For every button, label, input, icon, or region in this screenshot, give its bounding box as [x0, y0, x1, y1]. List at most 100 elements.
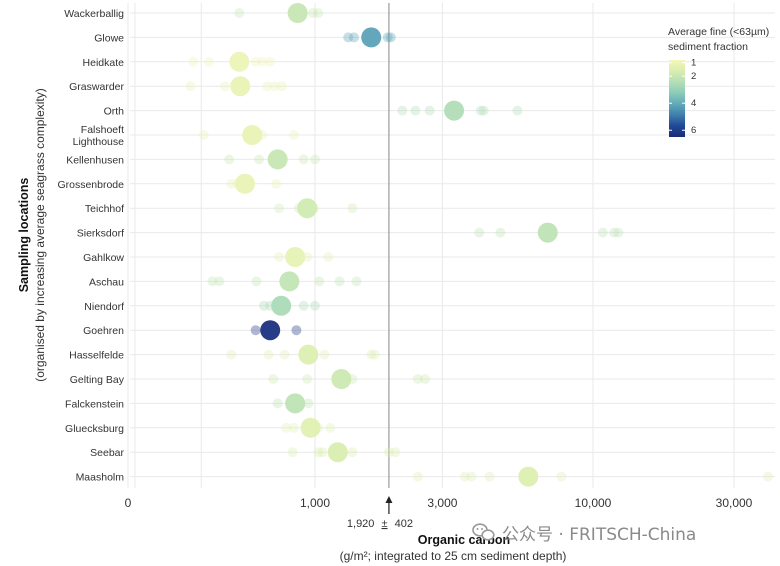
sample-point	[226, 349, 237, 360]
sample-point	[250, 56, 261, 67]
mean-point	[537, 222, 558, 243]
mean-points	[229, 3, 558, 487]
location-label: Goehren	[83, 325, 124, 337]
reference-arrow-head	[385, 496, 393, 503]
sample-point	[366, 349, 377, 360]
sample-point	[265, 56, 276, 67]
sample-point	[310, 300, 320, 311]
sample-point	[288, 422, 299, 433]
mean-point	[271, 295, 292, 316]
legend-colorbar	[669, 60, 685, 137]
location-label: Gahlkow	[83, 252, 124, 264]
sample-point	[276, 81, 287, 92]
sample-point	[484, 471, 495, 482]
mean-point	[229, 51, 250, 72]
location-label: Sierksdorf	[77, 228, 124, 240]
x-tick-label: 3,000	[427, 496, 457, 510]
mean-point	[267, 149, 288, 170]
sample-point	[250, 325, 261, 336]
sample-point	[214, 276, 225, 287]
sample-point	[303, 398, 314, 409]
location-label: Glowe	[94, 32, 124, 44]
location-label: Maasholm	[76, 472, 125, 484]
location-label: Graswarder	[69, 81, 124, 93]
sample-point	[478, 105, 489, 116]
sample-point	[198, 130, 209, 140]
reference-annotation: 1,920 ± 402	[347, 496, 413, 530]
sample-point	[420, 374, 431, 384]
sample-point	[347, 203, 358, 214]
mean-point	[260, 320, 281, 341]
sample-point	[313, 447, 324, 458]
sample-point	[317, 447, 328, 458]
sample-points	[185, 8, 773, 482]
sample-point	[185, 81, 196, 92]
sample-point	[219, 81, 230, 92]
gridlines	[127, 3, 775, 488]
sample-point	[313, 8, 324, 18]
reference-label: 1,920 ± 402	[347, 518, 413, 530]
sample-point	[390, 447, 401, 458]
sample-point	[274, 203, 285, 214]
legend-tick-label: 6	[691, 125, 696, 136]
location-label: Teichhof	[85, 203, 124, 215]
location-label: Heidkate	[83, 57, 125, 69]
sample-point	[257, 56, 268, 67]
sample-point	[287, 447, 298, 458]
sample-point	[348, 32, 359, 43]
mean-point	[230, 76, 251, 97]
mean-point	[518, 466, 539, 487]
legend-tick-label: 2	[691, 71, 696, 82]
sample-point	[263, 349, 274, 360]
location-label: Niendorf	[84, 301, 124, 313]
legend-title-line1: Average fine (<63µm)	[668, 26, 769, 38]
y-axis-title: Sampling locations	[17, 178, 31, 293]
sample-point	[613, 227, 624, 238]
wechat-icon	[472, 523, 495, 541]
location-label: Gluecksburg	[65, 423, 124, 435]
sample-point	[307, 8, 318, 18]
sample-point	[271, 178, 282, 189]
x-tick-label: 30,000	[716, 496, 753, 510]
location-label: Seebar	[90, 447, 124, 459]
location-label: Kellenhusen	[66, 154, 124, 166]
watermark: 公众号 · FRITSCH-China	[472, 523, 696, 545]
sample-point	[512, 105, 523, 116]
legend-tick-label: 1	[691, 58, 696, 69]
sample-point	[762, 471, 773, 482]
sample-point	[369, 349, 380, 360]
sample-point	[319, 349, 330, 360]
reference-error: 402	[395, 518, 413, 530]
mean-point	[444, 100, 465, 121]
sample-point	[224, 154, 235, 165]
x-tick-label: 1,000	[300, 496, 330, 510]
sample-point	[268, 374, 279, 384]
sample-point	[474, 227, 485, 238]
sample-point	[347, 447, 358, 458]
sample-point	[188, 56, 199, 67]
x-axis-title: Organic carbon	[418, 533, 510, 547]
x-tick-labels: 0 1,000 3,000 10,000 30,000	[125, 496, 753, 510]
sample-point	[258, 300, 269, 311]
location-label: Wackerballig	[64, 8, 124, 20]
sample-point	[609, 227, 620, 238]
mean-point	[298, 344, 319, 365]
mean-point	[297, 198, 318, 219]
sample-point	[351, 276, 362, 287]
sample-point	[383, 447, 394, 458]
sample-point	[279, 349, 290, 360]
sample-point	[382, 32, 393, 43]
mean-point	[285, 247, 306, 267]
sample-point	[269, 81, 280, 92]
sample-point	[251, 276, 262, 287]
location-label: Hasselfelde	[69, 350, 124, 362]
sample-point	[334, 276, 345, 287]
sample-point	[203, 56, 214, 67]
sample-point	[262, 81, 273, 92]
location-label: Gelting Bay	[70, 374, 125, 386]
sample-point	[272, 398, 283, 409]
location-label: Orth	[104, 106, 125, 118]
x-tick-label: 0	[125, 496, 132, 510]
mean-point	[242, 125, 263, 145]
